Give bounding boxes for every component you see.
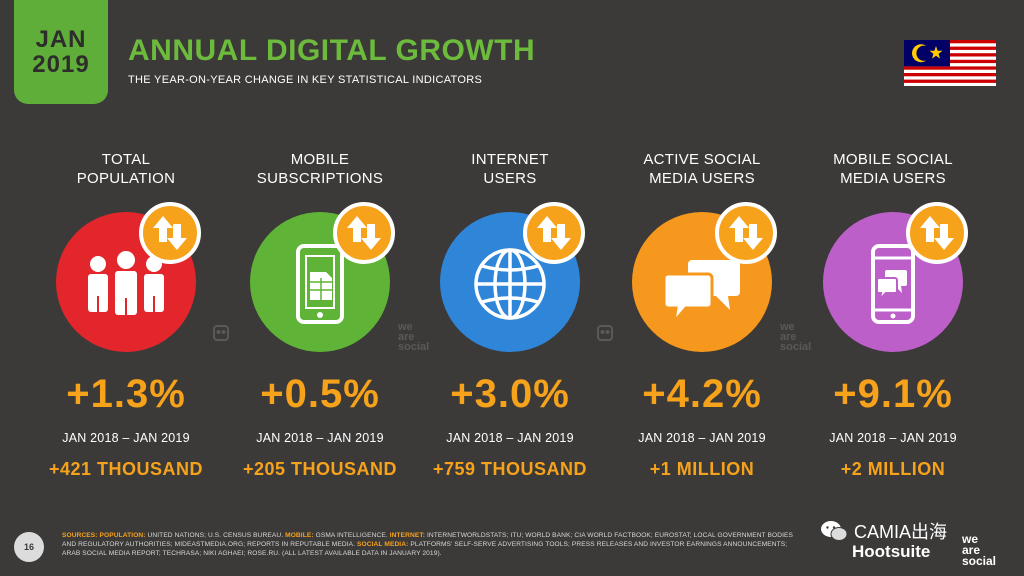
page-number: 16 xyxy=(14,532,44,562)
date-month: JAN xyxy=(35,25,87,53)
metric-total-population: TOTAL POPULATION xyxy=(36,150,216,480)
chat-bubbles-icon xyxy=(632,212,772,352)
metric-period: JAN 2018 – JAN 2019 xyxy=(256,431,384,445)
up-down-arrows-icon xyxy=(139,202,201,264)
up-down-arrows-icon xyxy=(715,202,777,264)
metric-mobile-social-media-users: MOBILE SOCIAL MEDIA USERS xyxy=(803,150,983,480)
metric-absolute-change: +1 MILLION xyxy=(649,459,755,479)
metric-absolute-change: +421 THOUSAND xyxy=(48,459,204,479)
owl-watermark-icon xyxy=(213,325,229,341)
metric-label: ACTIVE SOCIAL MEDIA USERS xyxy=(643,151,761,187)
metric-absolute-change: +2 MILLION xyxy=(840,459,946,479)
page-subtitle: THE YEAR-ON-YEAR CHANGE IN KEY STATISTIC… xyxy=(128,74,483,86)
metric-period: JAN 2018 – JAN 2019 xyxy=(829,431,957,445)
metric-percent-change: +4.2% xyxy=(642,372,762,416)
globe-icon xyxy=(440,212,580,352)
metric-internet-users: INTERNET USERS xyxy=(420,150,600,480)
we-are-social-logo: we are social xyxy=(962,532,997,568)
owl-watermark-icon xyxy=(597,325,613,341)
date-badge: JAN 2019 xyxy=(14,0,108,104)
up-down-arrows-icon xyxy=(523,202,585,264)
metric-label: MOBILE SUBSCRIPTIONS xyxy=(256,151,384,187)
we-are-social-watermark: we are social xyxy=(780,321,812,353)
metric-period: JAN 2018 – JAN 2019 xyxy=(62,431,190,445)
wechat-icon xyxy=(821,521,848,541)
metric-percent-change: +0.5% xyxy=(260,372,380,416)
camia-label: CAMIA出海 xyxy=(854,522,948,542)
metric-percent-change: +1.3% xyxy=(66,372,186,416)
malaysia-flag-icon xyxy=(904,40,996,86)
metric-label: TOTAL POPULATION xyxy=(76,151,176,187)
up-down-arrows-icon xyxy=(906,202,968,264)
metric-mobile-subscriptions: MOBILE SUBSCRIPTIONS xyxy=(230,150,410,480)
metric-percent-change: +3.0% xyxy=(450,372,570,416)
metric-label: MOBILE SOCIAL MEDIA USERS xyxy=(833,151,953,187)
metric-label: INTERNET USERS xyxy=(471,151,549,187)
metrics-row: TOTAL POPULATION xyxy=(0,150,1024,500)
camia-wechat-logo: CAMIA出海 xyxy=(820,518,947,544)
we-are-social-watermark: we are social xyxy=(398,321,430,353)
date-year: 2019 xyxy=(32,51,90,78)
hootsuite-logo: Hootsuite xyxy=(852,542,931,561)
up-down-arrows-icon xyxy=(333,202,395,264)
metric-percent-change: +9.1% xyxy=(833,372,953,416)
sources-text: SOURCES: POPULATION: UNITED NATIONS; U.S… xyxy=(62,532,794,557)
page-title: ANNUAL DIGITAL GROWTH xyxy=(128,34,536,67)
metric-absolute-change: +759 THOUSAND xyxy=(432,459,588,479)
metric-active-social-media-users: ACTIVE SOCIAL MEDIA USERS +4.2% JAN 2 xyxy=(612,150,792,480)
metric-absolute-change: +205 THOUSAND xyxy=(242,459,398,479)
metric-period: JAN 2018 – JAN 2019 xyxy=(638,431,766,445)
metric-period: JAN 2018 – JAN 2019 xyxy=(446,431,574,445)
